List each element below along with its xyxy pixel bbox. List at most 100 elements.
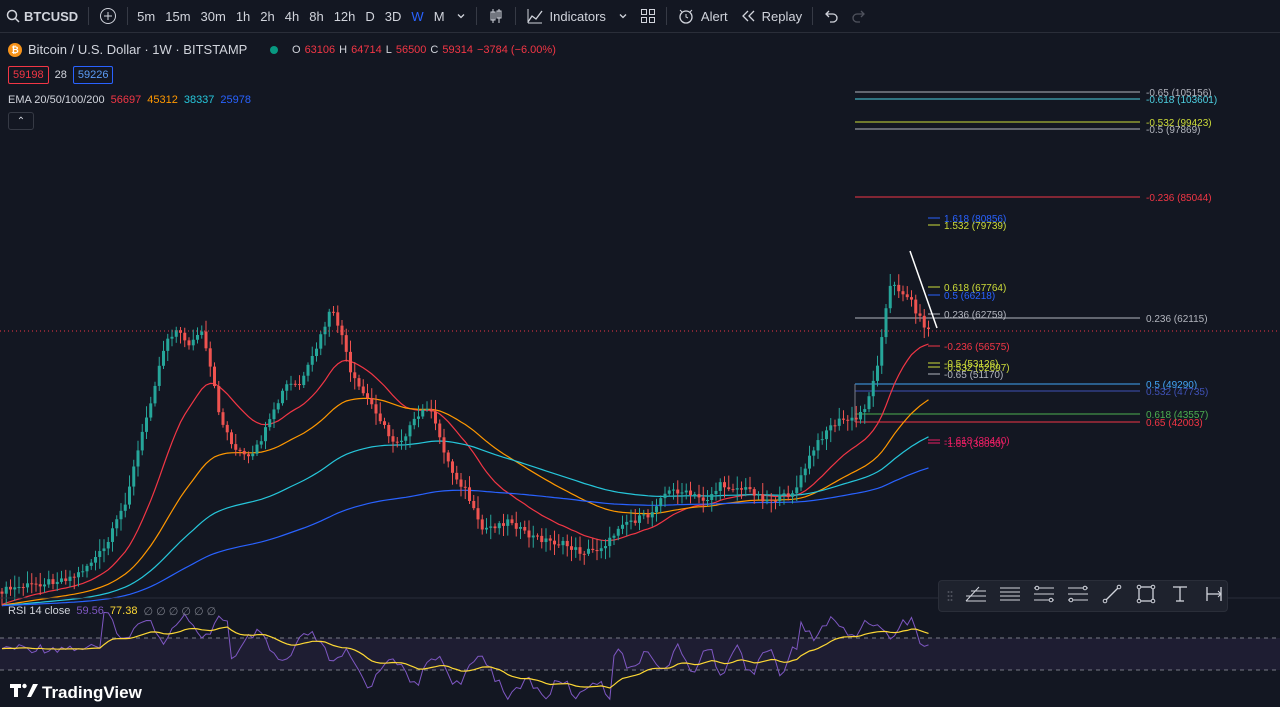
interval-12h[interactable]: 12h [333, 8, 356, 24]
fib-level-right[interactable]: -0.5 (97869) [855, 125, 1200, 136]
candle [676, 480, 680, 505]
candle [493, 523, 497, 533]
interval-w[interactable]: W [411, 8, 424, 24]
interval-d[interactable]: D [365, 8, 375, 24]
redo-icon [851, 9, 867, 23]
ema-legend[interactable]: EMA 20/50/100/200 56697 45312 38337 2597… [8, 94, 251, 106]
symbol-title-row[interactable]: ₿ Bitcoin / U.S. Dollar · 1W · BITSTAMP [8, 42, 247, 57]
fib-level-mid[interactable]: -1.65 (38050) [928, 439, 1004, 450]
fib-level-right[interactable]: -0.65 (105156) [855, 88, 1212, 99]
layouts-button[interactable] [634, 0, 662, 33]
text-tool-button[interactable] [1167, 583, 1193, 609]
rectangle-icon [1136, 584, 1156, 609]
redo-button[interactable] [845, 0, 873, 33]
fib-level-right[interactable]: -0.618 (103601) [855, 95, 1217, 106]
tradingview-logo[interactable]: TradingView [10, 682, 142, 703]
interval-8h[interactable]: 8h [309, 8, 324, 24]
candle [472, 494, 476, 511]
trend-line-tool-button[interactable] [1099, 583, 1125, 609]
fib-level-mid[interactable]: 1.618 (80856) [928, 214, 1006, 225]
interval-4h[interactable]: 4h [284, 8, 300, 24]
interval-5m[interactable]: 5m [137, 8, 156, 24]
fib-channel-tool-button[interactable] [1031, 583, 1057, 609]
candle [55, 572, 59, 591]
candle [621, 515, 624, 535]
ohlc-values: O 63106 H 64714 L 56500 C 59314 −3784 (−6.00… [270, 44, 556, 56]
candle [395, 437, 399, 448]
drag-handle[interactable] [945, 583, 955, 609]
fib-extension-tool-button[interactable] [997, 583, 1023, 609]
tradingview-logo-icon [10, 682, 38, 703]
rsi-legend[interactable]: RSI 14 close 59.56 77.38 ∅ ∅ ∅ ∅ ∅ ∅ [8, 605, 216, 618]
interval-15m[interactable]: 15m [165, 8, 191, 24]
candle [918, 304, 922, 322]
fib-level-mid[interactable]: -0.532 (52697) [928, 363, 1010, 374]
fib-level-mid[interactable]: 0.5 (66218) [928, 291, 995, 302]
candle [30, 573, 34, 594]
replay-button[interactable]: Replay [734, 0, 808, 33]
fib-level-right[interactable]: -0.532 (99423) [855, 118, 1212, 129]
chart-legend: ₿ Bitcoin / U.S. Dollar · 1W · BITSTAMP … [0, 38, 900, 130]
fib-label: 0.532 (47735) [1146, 387, 1208, 398]
fib-level-mid[interactable]: 0.236 (62759) [928, 310, 1006, 321]
candle [81, 564, 85, 578]
candle [523, 520, 527, 534]
chart-type-button[interactable] [481, 0, 511, 33]
candle [353, 362, 357, 390]
measure-tool-button[interactable] [1201, 583, 1227, 609]
candles [0, 273, 930, 606]
candle [859, 405, 862, 424]
alert-button[interactable]: Alert [671, 0, 734, 33]
fib-level-right[interactable]: 0.5 (49290) [855, 380, 1197, 391]
candle [60, 570, 63, 584]
interval-1h[interactable]: 1h [235, 8, 251, 24]
fib-level-mid[interactable]: -0.65 (51170) [928, 370, 1003, 381]
symbol-name: BTCUSD [24, 8, 79, 24]
open-value: 63106 [304, 44, 336, 56]
candle [531, 525, 535, 548]
fib-level-right[interactable]: -0.236 (85044) [855, 193, 1212, 204]
candle [315, 342, 318, 362]
interval-30m[interactable]: 30m [200, 8, 226, 24]
fib-label: -1.65 (38050) [944, 439, 1004, 450]
candle [170, 329, 174, 347]
fib-level-mid[interactable]: -0.5 (53126) [928, 359, 998, 370]
fib-level-right[interactable]: 0.618 (43557) [855, 410, 1208, 421]
fib-label: -0.532 (99423) [1146, 118, 1212, 129]
fib-level-right[interactable]: 0.532 (47735) [855, 387, 1208, 398]
indicators-button[interactable]: Indicators [520, 0, 612, 33]
candle [166, 333, 170, 361]
fib-label: -1.618 (38440) [944, 436, 1010, 447]
rectangle-tool-button[interactable] [1133, 583, 1159, 609]
candle [268, 413, 272, 431]
candle [323, 321, 327, 346]
collapse-legend-button[interactable]: ⌃ [8, 112, 34, 130]
fib-retracement-tool-button[interactable] [963, 583, 989, 609]
buy-price-button[interactable]: 59226 [72, 66, 114, 84]
undo-button[interactable] [817, 0, 845, 33]
fib-time-zone-tool-button[interactable] [1065, 583, 1091, 609]
fib-level-mid[interactable]: -1.618 (38440) [928, 436, 1010, 447]
symbol-search-button[interactable]: BTCUSD [0, 0, 84, 33]
compare-symbol-button[interactable] [93, 0, 123, 33]
candle [128, 475, 131, 509]
interval-dropdown-button[interactable] [450, 0, 472, 33]
sell-price-button[interactable]: 59198 [8, 66, 49, 84]
candle [64, 569, 68, 585]
fib-level-mid[interactable]: -0.236 (56575) [928, 342, 1010, 353]
fib-level-mid[interactable]: 0.618 (67764) [928, 283, 1006, 294]
indicators-icon [526, 7, 544, 25]
indicators-dropdown-button[interactable] [612, 0, 634, 33]
fib-level-right[interactable]: 0.236 (62115) [855, 314, 1208, 325]
fib-level-right[interactable]: 0.65 (42003) [855, 418, 1203, 429]
interval-2h[interactable]: 2h [260, 8, 275, 24]
drawn-trend-line[interactable] [909, 250, 938, 329]
interval-3d[interactable]: 3D [384, 8, 402, 24]
candle [344, 328, 348, 362]
candle [655, 498, 658, 522]
candle [565, 534, 569, 557]
interval-m[interactable]: M [433, 8, 445, 24]
fib-level-mid[interactable]: 1.532 (79739) [928, 221, 1006, 232]
rsi-ma-value: 77.38 [109, 605, 138, 617]
candle [136, 440, 140, 477]
